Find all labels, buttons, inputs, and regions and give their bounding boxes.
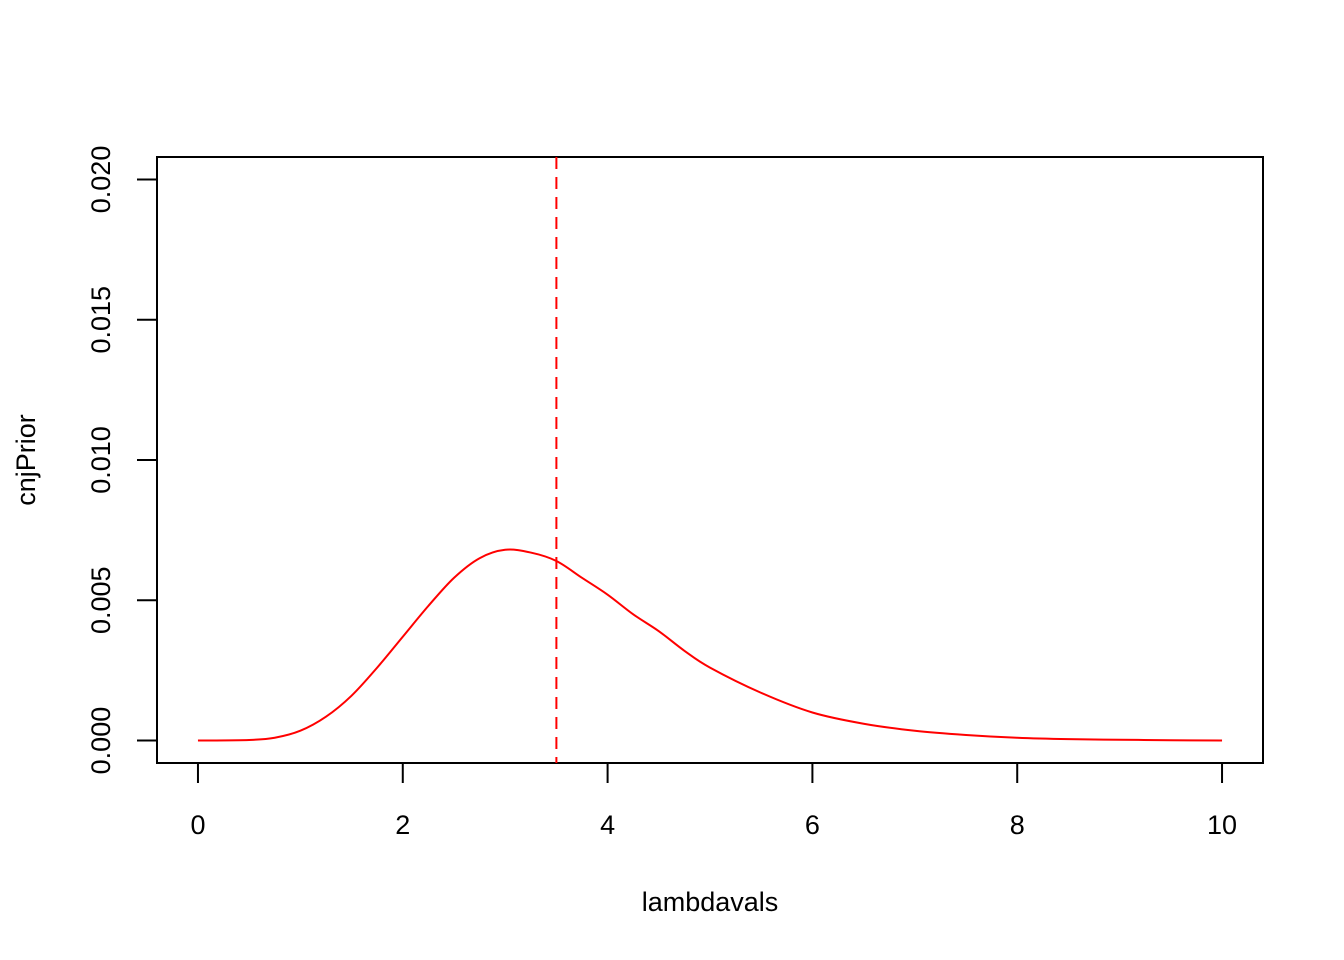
x-axis-title: lambdavals (642, 887, 779, 917)
y-axis: 0.000 0.005 0.010 0.015 0.020 (86, 146, 158, 775)
x-tick-label: 6 (805, 810, 820, 840)
density-curve (197, 548, 1223, 742)
x-axis: 0 2 4 6 8 10 (190, 762, 1237, 840)
x-tick-label: 0 (190, 810, 205, 840)
y-tick-label: 0.000 (86, 707, 116, 775)
x-tick-label: 10 (1207, 810, 1237, 840)
y-tick-label: 0.005 (86, 566, 116, 634)
y-axis-title: cnjPrior (11, 414, 41, 506)
y-tick-label: 0.015 (86, 286, 116, 354)
series-layer (197, 157, 1223, 763)
x-tick-label: 8 (1010, 810, 1025, 840)
y-tick-label: 0.010 (86, 426, 116, 494)
y-tick-label: 0.020 (86, 146, 116, 214)
x-tick-label: 2 (395, 810, 410, 840)
x-tick-label: 4 (600, 810, 615, 840)
plot-box (156, 156, 1264, 764)
